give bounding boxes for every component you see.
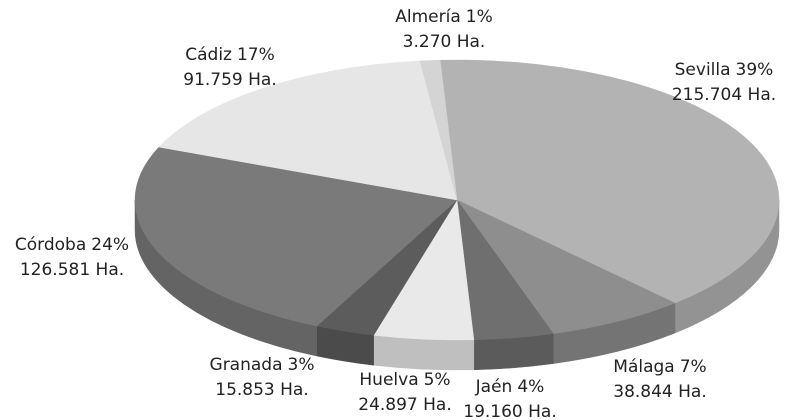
area-label: 24.897 Ha. <box>358 395 452 415</box>
percent-label: 24% <box>91 235 129 255</box>
slice <box>456 199 676 334</box>
slice <box>419 59 458 201</box>
percent-label: 4% <box>517 377 544 397</box>
percent-label: 1% <box>466 7 493 27</box>
area-label: 19.160 Ha. <box>463 402 557 420</box>
pie-sides <box>134 199 780 371</box>
pie-tops <box>134 59 780 341</box>
slice-label: Almería 1% 3.270 Ha. <box>395 7 493 52</box>
slice-label: Cádiz 17% 91.759 Ha. <box>183 45 277 90</box>
category-name: Granada <box>210 355 283 375</box>
slice-label: Málaga 7% 38.844 Ha. <box>613 357 707 402</box>
percent-label: 7% <box>680 357 707 377</box>
area-label: 126.581 Ha. <box>20 260 124 280</box>
slice-label: Jaén 4% 19.160 Ha. <box>463 377 557 420</box>
category-name: Córdoba <box>15 235 86 255</box>
slice-label: Granada 3% 15.853 Ha. <box>210 355 315 400</box>
category-name: Sevilla <box>675 60 731 80</box>
category-name: Málaga <box>613 357 674 377</box>
slice <box>134 146 458 327</box>
category-name: Almería <box>395 7 461 27</box>
category-name: Cádiz <box>185 45 232 65</box>
slice <box>439 59 780 304</box>
percent-label: 3% <box>288 355 315 375</box>
slice-label: Córdoba 24% 126.581 Ha. <box>15 235 129 280</box>
percent-label: 39% <box>736 60 774 80</box>
slice-label: Huelva 5% 24.897 Ha. <box>358 370 452 415</box>
slice-side <box>373 334 475 371</box>
area-label: 215.704 Ha. <box>672 85 776 105</box>
percent-label: 5% <box>424 370 451 390</box>
category-name: Huelva <box>359 370 418 390</box>
slice <box>158 60 458 201</box>
percent-label: 17% <box>237 45 275 65</box>
area-label: 15.853 Ha. <box>215 380 309 400</box>
area-label: 91.759 Ha. <box>183 70 277 90</box>
area-label: 3.270 Ha. <box>403 32 486 52</box>
slice-label: Sevilla 39% 215.704 Ha. <box>672 60 776 105</box>
category-name: Jaén <box>475 377 513 397</box>
area-label: 38.844 Ha. <box>613 382 707 402</box>
